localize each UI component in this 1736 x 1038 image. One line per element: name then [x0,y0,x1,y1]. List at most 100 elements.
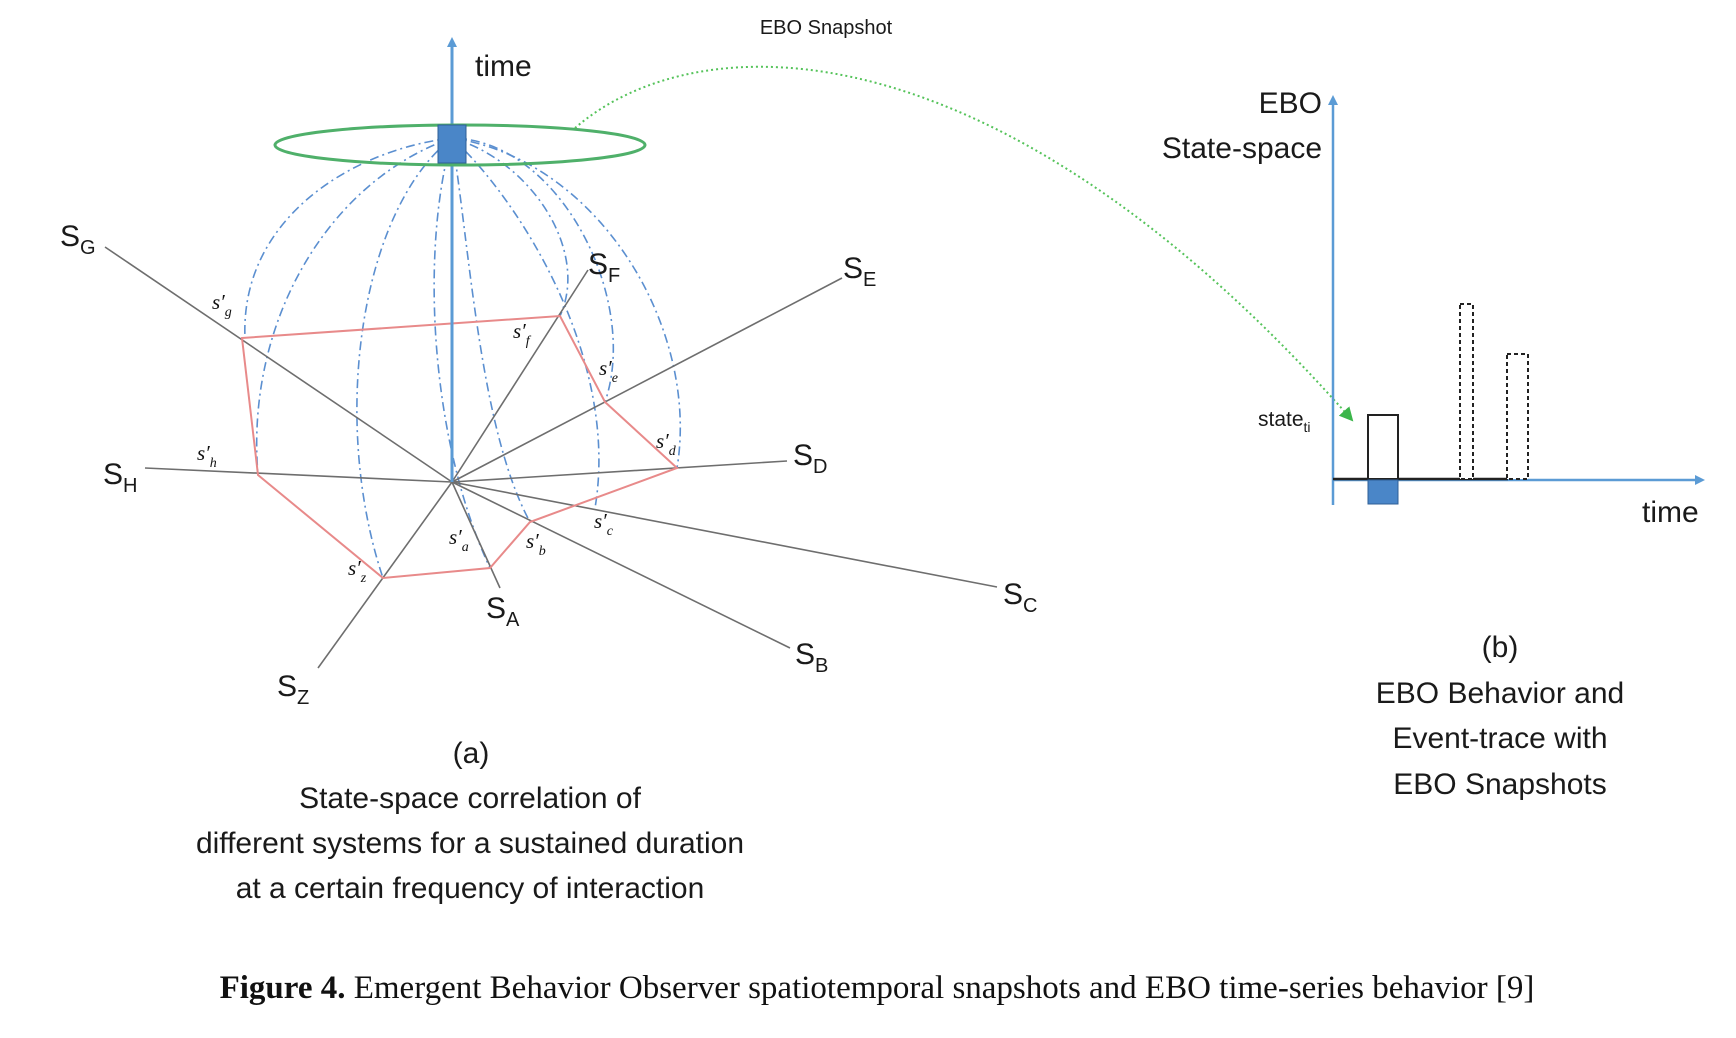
ebo-x-label: time [1642,496,1699,529]
axis-label-g-base: S [60,220,80,253]
point-label-z-base: s′ [348,556,361,580]
point-label-f-sub: f [526,334,532,349]
axis-label-e: SE [843,252,876,291]
axis-e [451,277,843,483]
axis-f [451,269,589,483]
axis-label-f-sub: F [608,265,620,287]
axis-label-c-base: S [1003,578,1023,611]
point-label-h-sub: h [210,456,217,471]
snapshot-label: EBO Snapshot [760,17,893,39]
point-labels: s′g s′f s′e s′d s′c s′b s′a s′z s′h [197,290,677,586]
axis-h [144,467,453,483]
axis-label-c: SC [1003,578,1037,617]
axis-g [104,246,453,483]
panel-b-caption-line-1: EBO Behavior and [1376,677,1624,710]
axis-d [451,460,788,483]
point-label-d-sub: d [669,444,677,459]
snapshot-marker [437,124,467,164]
axis-label-z: SZ [277,670,309,709]
point-label-h: s′h [197,441,217,471]
snapshot-arc [574,65,1354,422]
time-label: time [475,50,532,83]
point-label-f-base: s′ [513,319,526,343]
meridian-c [451,137,600,509]
meridians [244,137,682,579]
axis-label-h-sub: H [123,475,137,497]
point-label-d-base: s′ [656,429,669,453]
point-label-e-sub: e [612,371,618,386]
point-label-b-base: s′ [526,529,539,553]
axis-label-a: SA [486,592,520,631]
axis-label-h-base: S [103,458,123,491]
state-space-diagram: time SG SF SE SD SC SB SA SZ SH s′g s′f … [60,37,1037,905]
axis-label-b: SB [795,638,828,677]
axis-label-f-base: S [588,248,608,281]
point-label-b: s′b [526,529,546,559]
state-pulse [1367,414,1399,480]
figure-caption: Figure 4. Emergent Behavior Observer spa… [220,970,1535,1006]
point-label-e-base: s′ [599,356,612,380]
point-label-d: s′d [656,429,677,459]
event-pulse-2 [1506,353,1529,480]
state-label-base: state [1258,408,1304,431]
axis-c [451,481,998,588]
axis-label-d-base: S [793,439,813,472]
point-label-a-base: s′ [449,525,462,549]
axis-label-f: SF [588,248,620,287]
point-label-c: s′c [594,509,614,539]
meridian-b [451,137,531,523]
point-label-z: s′z [348,556,367,586]
point-label-c-sub: c [607,524,614,539]
axis-label-c-sub: C [1023,595,1037,617]
point-label-e: s′e [599,356,618,386]
event-pulse-1 [1459,303,1474,480]
axis-label-d: SD [793,439,827,478]
axis-z [317,481,453,669]
axis-label-e-sub: E [863,269,876,291]
point-label-f: s′f [513,319,532,349]
panel-a-caption-line-2: different systems for a sustained durati… [196,827,744,860]
snapshot-block [1367,479,1399,505]
point-label-a: s′a [449,525,469,555]
meridian-f [451,137,569,317]
axis-label-z-sub: Z [297,687,309,709]
point-label-g-sub: g [225,305,232,320]
system-axes [104,246,998,669]
panel-b-caption-line-2: Event-trace with [1392,722,1607,755]
axis-label-z-base: S [277,670,297,703]
axis-label-a-sub: A [506,609,520,631]
axis-a [451,481,501,589]
meridian-h [256,137,453,476]
point-label-b-sub: b [539,544,546,559]
axis-label-d-sub: D [813,456,827,478]
ebo-time-series: EBO State-space time stateti (b) EBO Beh… [1162,87,1705,801]
meridian-e [451,137,615,403]
panel-b-label: (b) [1482,631,1519,664]
point-label-c-base: s′ [594,509,607,533]
figure-caption-text: Emergent Behavior Observer spatiotempora… [345,970,1534,1006]
panel-b-caption-line-3: EBO Snapshots [1393,768,1606,801]
point-label-z-sub: z [360,571,367,586]
axis-label-b-sub: B [815,655,828,677]
axis-label-g-sub: G [80,237,96,259]
point-label-a-sub: a [462,540,469,555]
meridian-g [244,137,453,339]
figure-caption-bold: Figure 4. [220,970,346,1006]
axis-label-g: SG [60,220,96,259]
point-label-h-base: s′ [197,441,210,465]
axis-b [451,481,791,649]
point-label-g: s′g [212,290,232,320]
state-label: stateti [1258,408,1311,435]
state-polygon [240,314,679,580]
point-label-g-base: s′ [212,290,225,314]
axis-label-e-base: S [843,252,863,285]
state-label-sub: ti [1304,419,1311,435]
ebo-y-label-1: EBO [1259,87,1322,120]
axis-labels: SG SF SE SD SC SB SA SZ SH [60,220,1037,709]
panel-a-label: (a) [453,737,490,770]
panel-a-caption-line-3: at a certain frequency of interaction [236,872,705,905]
ebo-y-label-2: State-space [1162,132,1322,165]
meridian-z [356,137,453,579]
axis-label-h: SH [103,458,137,497]
